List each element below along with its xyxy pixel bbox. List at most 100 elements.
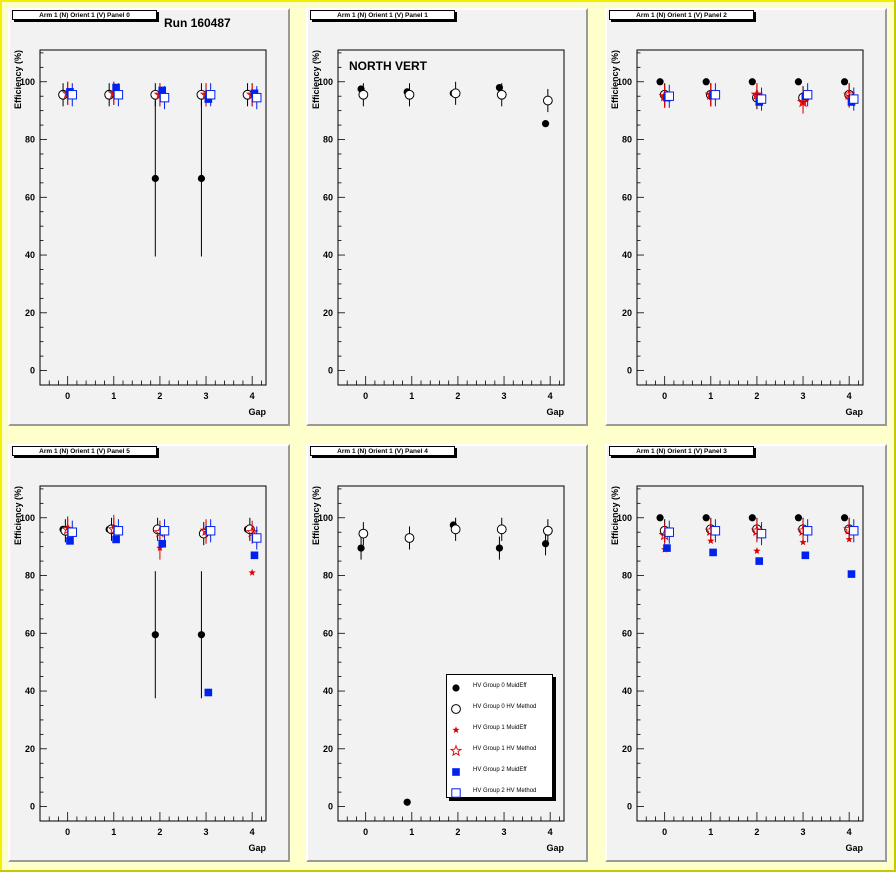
series-open-square (67, 519, 262, 550)
series-filled-circle (656, 78, 849, 86)
legend-marker-shape (451, 704, 461, 714)
plot-frame (636, 49, 864, 386)
y-tick-label: 20 (622, 744, 632, 754)
plot-pad-panel-5: 0 20 40 60 80 100 0 1 2 3 4 Gap Efficiency (%) Arm 1… (8, 444, 290, 862)
y-tick-label: 60 (25, 192, 35, 202)
legend-label: HV Group 2 HV Method (473, 788, 537, 794)
y-tick-label: 60 (25, 628, 35, 638)
series-filled-square (663, 544, 856, 578)
plot-svg: 0 20 40 60 80 100 0 1 2 3 4 Gap Efficiency (%) (311, 49, 565, 417)
y-tick-label: 100 (617, 513, 632, 523)
canvas-frame-right (894, 0, 896, 872)
plot-svg: 0 20 40 60 80 100 0 1 2 3 4 Gap Efficiency (%) (311, 485, 565, 853)
series-filled-circle (59, 89, 252, 257)
y-tick-label: 40 (25, 686, 35, 696)
legend-marker-open-circle (451, 704, 461, 714)
legend-entry: HV Group 2 MuidEff (447, 765, 552, 779)
x-axis-label: Gap (546, 407, 564, 417)
x-tick-label: 3 (204, 827, 209, 837)
data-point (404, 89, 415, 100)
data-point (197, 174, 206, 183)
plot-pad-panel-2: 0 20 40 60 80 100 0 1 2 3 4 Gap Efficiency (%) Arm 1… (605, 8, 887, 426)
x-tick-label: 0 (65, 827, 70, 837)
y-tick-label: 0 (627, 802, 632, 812)
data-point (796, 95, 810, 108)
x-tick-label: 0 (662, 391, 667, 401)
x-axis-label: Gap (845, 843, 863, 853)
y-tick-label: 20 (25, 308, 35, 318)
data-point (656, 514, 664, 522)
y-tick-label: 100 (318, 77, 333, 87)
y-tick-label: 40 (323, 250, 333, 260)
x-tick-label: 1 (708, 827, 713, 837)
y-tick-label: 80 (323, 571, 333, 581)
x-tick-label: 3 (801, 827, 806, 837)
plot-svg: 0 20 40 60 80 100 0 1 2 3 4 Gap Efficiency (%) (13, 485, 267, 853)
x-tick-label: 1 (111, 827, 116, 837)
y-tick-label: 40 (622, 686, 632, 696)
data-point (204, 688, 213, 697)
legend-label: HV Group 1 MuidEff (473, 725, 527, 731)
data-point (755, 557, 764, 565)
legend-marker-shape (452, 684, 460, 692)
data-point (156, 544, 164, 552)
x-tick-label: 3 (502, 827, 507, 837)
data-point (840, 78, 849, 86)
x-tick-label: 4 (847, 391, 852, 401)
data-point (358, 89, 369, 100)
data-point (656, 78, 664, 86)
data-point (252, 533, 262, 543)
y-tick-label: 80 (622, 571, 632, 581)
legend-entry: HV Group 0 MuidEff (447, 681, 552, 695)
x-tick-label: 4 (548, 391, 553, 401)
series-open-circle (60, 517, 255, 546)
pad-title: Arm 1 (N) Orient 1 (V) Panel 5 (12, 446, 157, 456)
y-axis-label: Efficiency (%) (13, 486, 23, 545)
data-point (450, 524, 461, 535)
data-point (67, 527, 77, 537)
data-point (709, 548, 717, 557)
legend-label: HV Group 1 HV Method (473, 746, 537, 752)
series-open-circle (358, 81, 553, 113)
legend-entry: HV Group 1 MuidEff (447, 723, 552, 737)
y-axis-label: Efficiency (%) (311, 486, 321, 545)
y-axis-label: Efficiency (%) (610, 50, 620, 109)
plot-pad-panel-1: 0 20 40 60 80 100 0 1 2 3 4 Gap Efficiency (%) Arm 1… (306, 8, 588, 426)
data-point (495, 83, 504, 92)
x-axis-label: Gap (546, 843, 564, 853)
data-point (756, 94, 767, 104)
data-point (250, 551, 259, 560)
plot-svg: 0 20 40 60 80 100 0 1 2 3 4 Gap Efficiency (%) (13, 49, 267, 417)
x-tick-label: 0 (363, 827, 368, 837)
data-point (840, 514, 849, 522)
legend-entry: HV Group 0 HV Method (447, 702, 552, 716)
data-point (710, 526, 721, 536)
data-point (404, 533, 415, 543)
data-point (496, 524, 507, 535)
x-tick-label: 1 (409, 391, 414, 401)
series-open-square (664, 519, 859, 546)
run-title: Run 160487 (164, 16, 231, 30)
data-point (158, 86, 167, 95)
y-tick-label: 0 (30, 802, 35, 812)
y-tick-label: 60 (622, 628, 632, 638)
legend-entry: HV Group 1 HV Method (447, 744, 552, 758)
data-point (112, 535, 120, 544)
data-point (664, 527, 674, 537)
x-tick-label: 2 (455, 827, 460, 837)
y-tick-label: 40 (622, 250, 632, 260)
legend: HV Group 0 MuidEff HV Group 0 HV Method … (446, 674, 553, 798)
data-point (159, 526, 170, 536)
y-axis-label: Efficiency (%) (13, 50, 23, 109)
pad-title: Arm 1 (N) Orient 1 (V) Panel 4 (310, 446, 455, 456)
y-tick-label: 80 (25, 135, 35, 145)
data-point (112, 83, 120, 92)
x-tick-label: 3 (801, 391, 806, 401)
data-point (151, 174, 159, 183)
data-point (756, 528, 767, 539)
y-axis-label: Efficiency (%) (311, 50, 321, 109)
data-point (802, 90, 813, 100)
data-point (542, 95, 553, 106)
x-tick-label: 2 (754, 391, 759, 401)
data-point (159, 92, 170, 103)
